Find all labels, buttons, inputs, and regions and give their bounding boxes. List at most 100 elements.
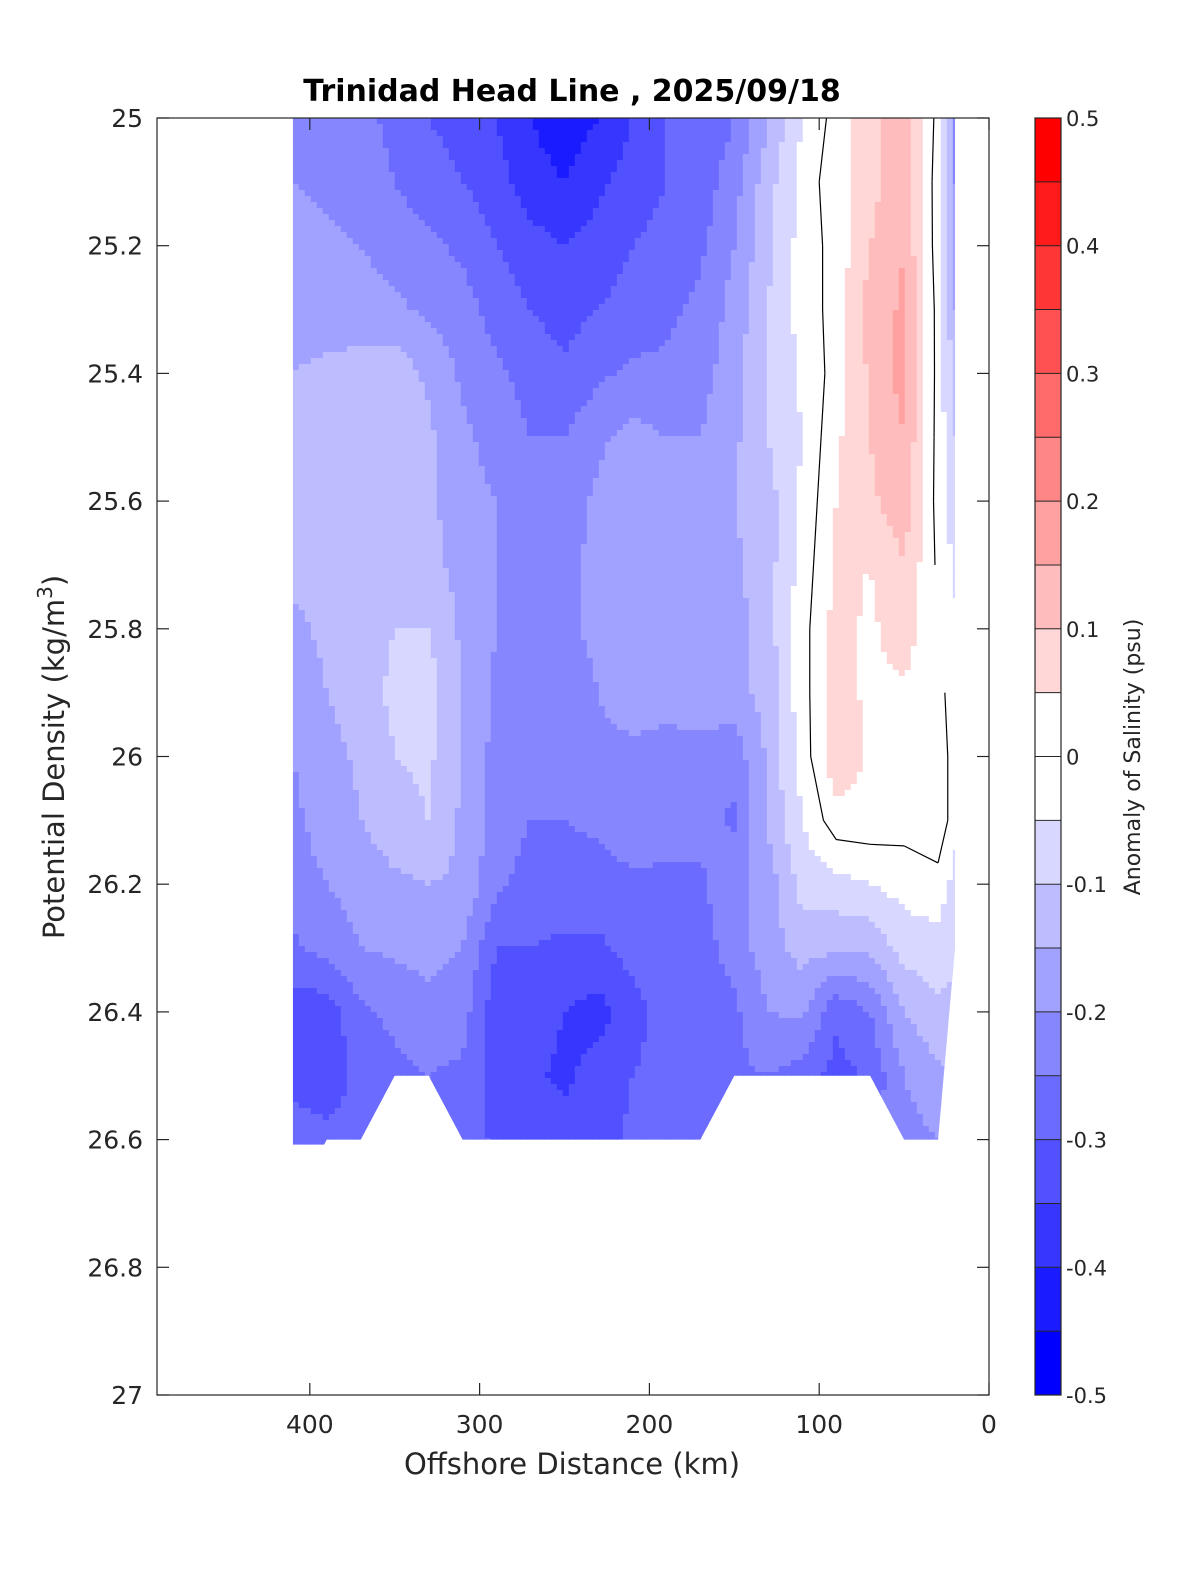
heat-cell [610,262,618,269]
heat-cell [316,256,324,263]
heat-cell [304,124,312,131]
heat-cell [616,280,624,287]
heat-cell [304,298,312,305]
heat-cell [292,346,300,353]
heat-cell [592,148,600,155]
heat-cell [730,238,738,245]
heat-cell [424,358,432,365]
heat-cell [412,238,420,245]
heat-cell [430,370,438,377]
heat-cell [670,328,678,335]
heat-cell [484,316,492,323]
heat-cell [382,160,390,167]
heat-cell [610,256,618,263]
heat-cell [406,184,414,191]
heat-cell [538,376,546,383]
heat-cell [586,190,594,197]
heat-cell [568,364,576,371]
heat-cell [952,154,956,161]
heat-cell [460,238,468,245]
heat-cell [772,322,780,329]
heat-cell [922,136,930,143]
heat-cell [340,238,348,245]
heat-cell [424,184,432,191]
heat-cell [496,292,504,299]
heat-cell [742,238,750,245]
heat-cell [568,238,576,245]
heat-cell [292,196,300,203]
heat-cell [652,322,660,329]
heat-cell [442,292,450,299]
heat-cell [778,256,786,263]
heat-cell [406,118,414,125]
heat-cell [688,154,696,161]
heat-cell [484,280,492,287]
heat-cell [856,292,864,299]
heat-cell [430,256,438,263]
heat-cell [478,238,486,245]
heat-cell [904,172,912,179]
heat-cell [814,322,822,329]
heat-cell [772,136,780,143]
heat-cell [928,280,936,287]
heat-cell [622,286,630,293]
heat-cell [292,334,300,341]
heat-cell [436,190,444,197]
heat-cell [952,328,956,335]
heat-cell [388,118,396,125]
heat-cell [544,256,552,263]
heat-cell [778,292,786,299]
heat-cell [514,262,522,269]
heat-cell [496,358,504,365]
heat-cell [856,358,864,365]
heat-cell [718,358,726,365]
heat-cell [928,370,936,377]
heat-cell [760,226,768,233]
heat-cell [424,304,432,311]
heat-cell [712,118,720,125]
heat-cell [478,184,486,191]
heat-cell [406,250,414,257]
heat-cell [874,352,882,359]
heat-cell [472,268,480,275]
heat-cell [772,166,780,173]
heat-cell [898,160,906,167]
heat-cell [478,298,486,305]
heat-cell [862,310,870,317]
heat-cell [730,298,738,305]
heat-cell [778,226,786,233]
heat-cell [910,328,918,335]
heat-cell [454,328,462,335]
heat-cell [682,280,690,287]
heat-cell [952,280,956,287]
heat-cell [688,322,696,329]
heat-cell [640,148,648,155]
heat-cell [502,268,510,275]
heat-cell [520,136,528,143]
heat-cell [916,382,924,389]
heat-cell [610,358,618,365]
heat-cell [532,130,540,137]
heat-cell [778,238,786,245]
heat-cell [508,166,516,173]
heat-cell [640,286,648,293]
heat-cell [352,346,360,353]
heat-cell [934,154,942,161]
heat-cell [634,184,642,191]
heat-cell [796,202,804,209]
heat-cell [628,274,636,281]
heat-cell [916,178,924,185]
heat-cell [952,304,956,311]
heat-cell [580,322,588,329]
heat-cell [742,190,750,197]
heat-cell [358,142,366,149]
heat-cell [754,322,762,329]
heat-cell [910,190,918,197]
heat-cell [640,154,648,161]
heat-cell [718,136,726,143]
heat-cell [442,190,450,197]
heat-cell [322,172,330,179]
heat-cell [592,376,600,383]
heat-cell [580,256,588,263]
heat-cell [520,328,528,335]
